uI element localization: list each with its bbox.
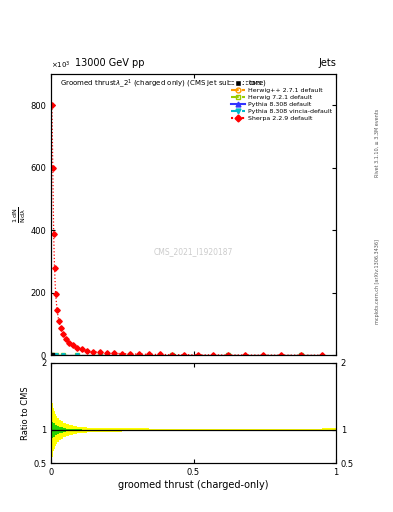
Text: $\times10^3$: $\times10^3$ — [51, 59, 71, 71]
Text: 13000 GeV pp: 13000 GeV pp — [75, 58, 144, 68]
Y-axis label: Ratio to CMS: Ratio to CMS — [21, 387, 30, 440]
Text: Groomed thrust$\lambda$$\_2^1$ (charged only) (CMS jet substructure): Groomed thrust$\lambda$$\_2^1$ (charged … — [60, 77, 266, 90]
X-axis label: groomed thrust (charged-only): groomed thrust (charged-only) — [118, 480, 269, 490]
Text: mcplots.cern.ch [arXiv:1306.3436]: mcplots.cern.ch [arXiv:1306.3436] — [375, 239, 380, 324]
Text: Jets: Jets — [318, 58, 336, 68]
Text: CMS_2021_I1920187: CMS_2021_I1920187 — [154, 247, 233, 256]
Legend: CMS, Herwig++ 2.7.1 default, Herwig 7.2.1 default, Pythia 8.308 default, Pythia : CMS, Herwig++ 2.7.1 default, Herwig 7.2.… — [231, 80, 333, 121]
Y-axis label: $\mathdefault{\frac{1}{N}\frac{dN}{d\lambda}}$: $\mathdefault{\frac{1}{N}\frac{dN}{d\lam… — [11, 206, 28, 223]
Text: Rivet 3.1.10, ≥ 3.3M events: Rivet 3.1.10, ≥ 3.3M events — [375, 109, 380, 178]
